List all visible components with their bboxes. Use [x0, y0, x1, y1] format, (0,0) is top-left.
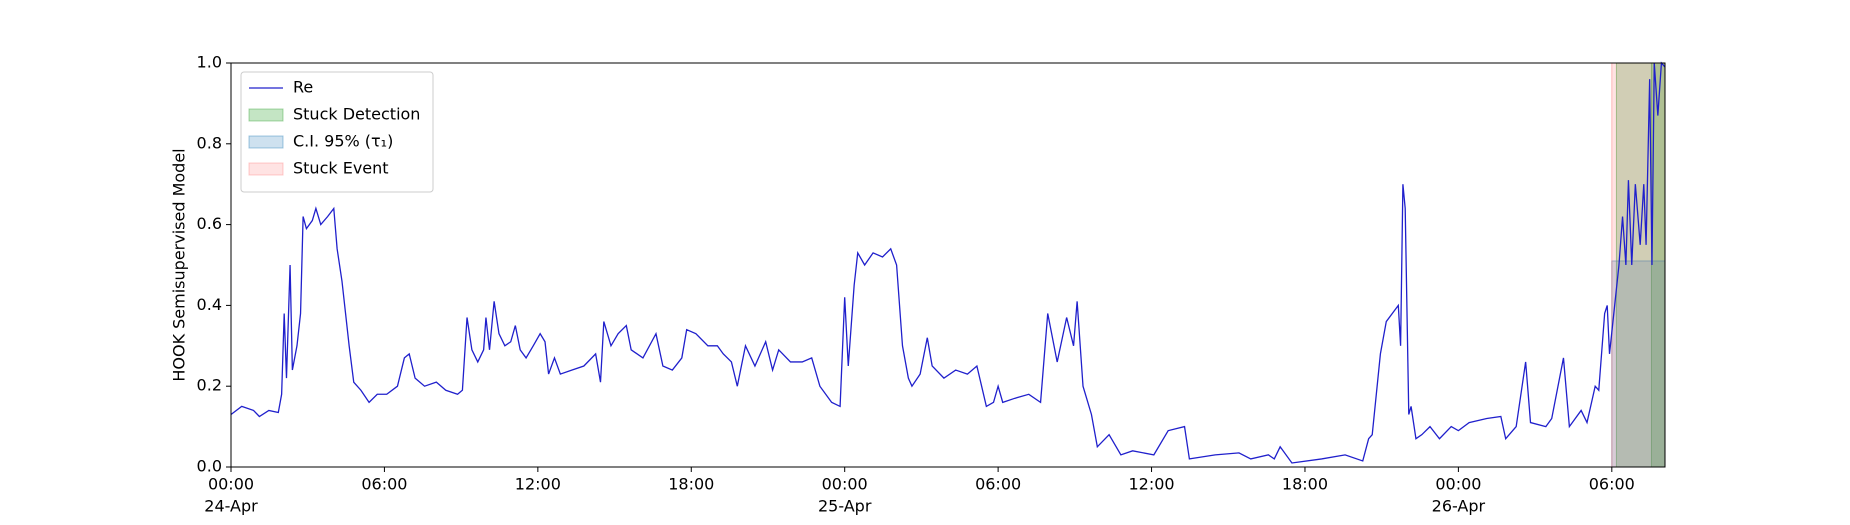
- x-tick-label: 00:00: [1435, 475, 1481, 494]
- legend-patch: [248, 108, 284, 122]
- x-tick-label: 06:00: [1589, 475, 1635, 494]
- legend-label: Stuck Event: [293, 159, 389, 178]
- x-tick-label: 12:00: [1128, 475, 1174, 494]
- y-tick-label: 0.4: [197, 295, 222, 314]
- legend-box: [240, 71, 434, 193]
- x-date-label: 24-Apr: [204, 497, 258, 516]
- x-tick-label: 18:00: [1282, 475, 1328, 494]
- region-span: [1615, 62, 1666, 468]
- plot-frame: [230, 62, 1666, 468]
- x-tick-label: 06:00: [975, 475, 1021, 494]
- y-tick-label: 0.2: [197, 376, 222, 395]
- region-span: [1611, 260, 1666, 468]
- x-tick-label: 00:00: [822, 475, 868, 494]
- y-tick-label: 0.6: [197, 214, 222, 233]
- y-axis-label: HOOK Semisupervised Model: [170, 148, 189, 381]
- x-tick-label: 12:00: [515, 475, 561, 494]
- y-tick-label: 0.0: [197, 457, 222, 476]
- data-line: [230, 61, 1666, 464]
- legend-patch: [248, 135, 284, 149]
- x-tick-label: 06:00: [361, 475, 407, 494]
- y-tick-label: 1.0: [197, 53, 222, 72]
- legend-label: C.I. 95% (τ₁): [293, 132, 393, 151]
- x-tick-label: 00:00: [208, 475, 254, 494]
- legend-label: Re: [293, 78, 313, 97]
- y-tick-label: 0.8: [197, 133, 222, 152]
- x-date-label: 26-Apr: [1432, 497, 1486, 516]
- x-tick-label: 18:00: [668, 475, 714, 494]
- legend-patch: [248, 162, 284, 176]
- region-span: [1611, 62, 1666, 468]
- x-date-label: 25-Apr: [818, 497, 872, 516]
- legend-label: Stuck Detection: [293, 105, 420, 124]
